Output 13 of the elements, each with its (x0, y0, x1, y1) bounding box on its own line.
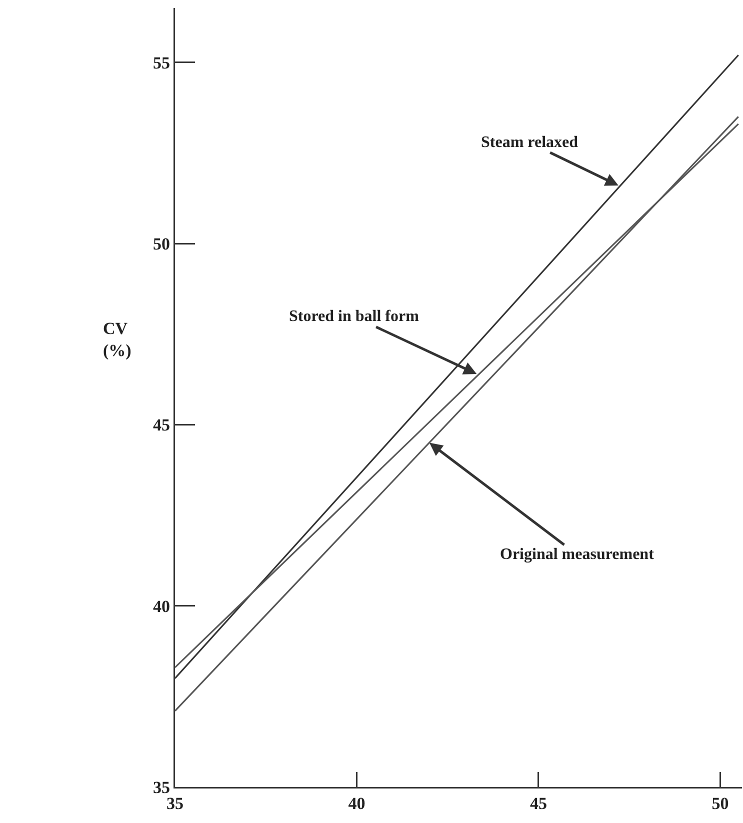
annotation: Steam relaxed (481, 134, 578, 151)
annotation: Stored in ball form (289, 308, 420, 325)
x-tick-label: 50 (712, 794, 729, 813)
annotation: Original measurement (500, 546, 655, 563)
y-tick-label: 35 (153, 778, 170, 797)
y-tick-label: 55 (153, 53, 170, 72)
x-tick-label: 45 (530, 794, 547, 813)
y-tick-label: 50 (153, 234, 170, 254)
y-axis-title: CV (%) (103, 319, 132, 360)
x-tick-label: 40 (348, 794, 366, 813)
x-tick-label: 35 (166, 794, 184, 813)
y-tick-label: 45 (153, 416, 170, 435)
y-tick-label: 40 (153, 596, 170, 616)
